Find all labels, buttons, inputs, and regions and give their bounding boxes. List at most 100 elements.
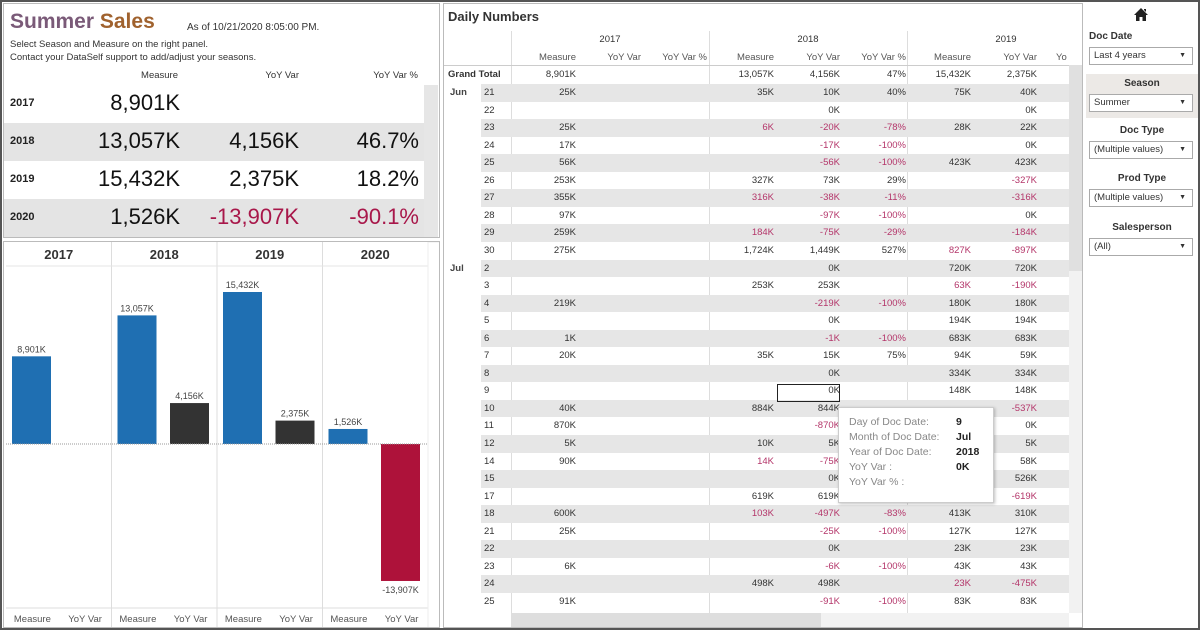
filter-dropdown-salesperson[interactable]: (All) ▼ [1089,238,1193,256]
table-cell[interactable] [710,365,774,383]
table-cell[interactable] [577,400,641,418]
table-cell[interactable] [643,224,707,242]
table-cell[interactable]: 253K [553,174,576,186]
table-cell[interactable]: -20K [819,122,840,134]
table-cell[interactable]: 10K [757,438,774,449]
table-cell[interactable]: 259K [553,227,576,239]
table-cell[interactable]: 23K [1020,543,1037,555]
table-cell[interactable] [643,540,707,558]
table-cell[interactable] [643,575,707,593]
table-cell[interactable] [643,84,707,102]
table-cell[interactable]: 0K [1025,139,1037,151]
table-cell[interactable]: 498K [817,578,840,590]
table-cell[interactable] [643,119,707,137]
table-cell[interactable] [577,540,641,558]
table-cell[interactable]: -83% [883,508,906,520]
table-cell[interactable]: -56K [819,157,840,169]
dropdown-arrow-icon[interactable]: ▼ [1179,243,1186,250]
table-cell[interactable] [512,575,576,593]
table-cell[interactable]: 0K [1025,209,1037,221]
table-cell[interactable]: 219K [553,297,576,309]
table-cell[interactable] [643,488,707,506]
table-cell[interactable] [577,189,641,207]
table-cell[interactable] [842,575,906,593]
table-cell[interactable] [643,505,707,523]
table-cell[interactable] [710,593,774,611]
table-cell[interactable]: -100% [878,525,906,537]
table-cell[interactable]: 355K [553,192,576,204]
table-cell[interactable]: 25K [559,87,576,98]
dropdown-arrow-icon[interactable]: ▼ [1179,99,1186,106]
table-cell[interactable]: 413K [948,508,971,520]
table-cell[interactable] [643,312,707,330]
table-cell[interactable] [710,417,774,435]
table-cell[interactable]: 127K [1014,525,1037,537]
table-cell[interactable]: 683K [948,332,971,344]
grand-total-cell[interactable] [643,66,707,84]
table-cell[interactable]: 40K [1020,87,1037,98]
table-cell[interactable] [643,382,707,400]
table-cell[interactable] [710,260,774,278]
table-cell[interactable]: 10K [823,87,840,98]
table-cell[interactable]: 720K [1014,262,1037,274]
table-cell[interactable]: 43K [954,560,971,572]
table-cell[interactable]: 29% [886,174,906,186]
dropdown-arrow-icon[interactable]: ▼ [1179,146,1186,153]
table-cell[interactable]: 14K [757,455,774,467]
table-cell[interactable]: 310K [1014,508,1037,520]
table-cell[interactable]: 683K [1014,332,1037,344]
table-cell[interactable] [577,523,641,541]
table-cell[interactable]: 17K [559,139,576,151]
table-cell[interactable]: -17K [819,139,840,151]
filter-dropdown-season[interactable]: Summer ▼ [1089,94,1193,112]
table-cell[interactable]: 148K [1014,385,1037,397]
table-cell[interactable] [643,400,707,418]
table-cell[interactable] [710,295,774,313]
filter-dropdown-doc-type[interactable]: (Multiple values) ▼ [1089,141,1193,159]
table-cell[interactable]: 526K [1014,473,1037,485]
table-cell[interactable]: 334K [948,367,971,379]
grand-total-cell[interactable]: 13,057K [738,69,774,80]
table-cell[interactable] [710,154,774,172]
table-cell[interactable] [710,102,774,120]
table-cell[interactable] [577,119,641,137]
table-cell[interactable] [577,172,641,190]
home-icon[interactable] [1133,7,1149,22]
table-cell[interactable] [512,277,576,295]
table-cell[interactable]: 73K [823,174,840,186]
table-cell[interactable] [577,453,641,471]
table-cell[interactable]: 423K [1014,157,1037,169]
table-cell[interactable] [643,417,707,435]
table-cell[interactable]: 327K [751,174,774,186]
table-cell[interactable]: 0K [828,104,840,116]
table-cell[interactable]: 870K [553,420,576,432]
table-cell[interactable] [710,470,774,488]
table-cell[interactable] [842,382,906,400]
bar-measure-2017[interactable] [12,356,51,444]
table-cell[interactable] [643,347,707,365]
table-cell[interactable]: 253K [817,280,840,292]
table-cell[interactable] [577,505,641,523]
table-cell[interactable] [577,575,641,593]
table-cell[interactable] [643,470,707,488]
table-cell[interactable]: 0K [1025,420,1037,432]
table-cell[interactable] [577,260,641,278]
table-cell[interactable] [643,593,707,611]
table-cell[interactable]: 59K [1020,350,1037,362]
table-cell[interactable] [577,207,641,225]
table-cell[interactable] [577,558,641,576]
table-cell[interactable] [842,260,906,278]
table-cell[interactable] [512,382,576,400]
grand-total-cell[interactable]: 47% [886,69,906,80]
table-cell[interactable]: 6K [762,122,774,134]
table-cell[interactable]: -1K [825,332,840,344]
table-cell[interactable]: 619K [751,490,774,502]
table-cell[interactable]: 334K [1014,367,1037,379]
table-cell[interactable] [643,330,707,348]
table-cell[interactable] [577,84,641,102]
table-cell[interactable] [643,435,707,453]
table-cell[interactable]: 275K [553,244,576,256]
table-cell[interactable]: -100% [878,595,906,607]
table-cell[interactable]: 25K [559,525,576,537]
table-cell[interactable]: 23K [954,578,971,590]
